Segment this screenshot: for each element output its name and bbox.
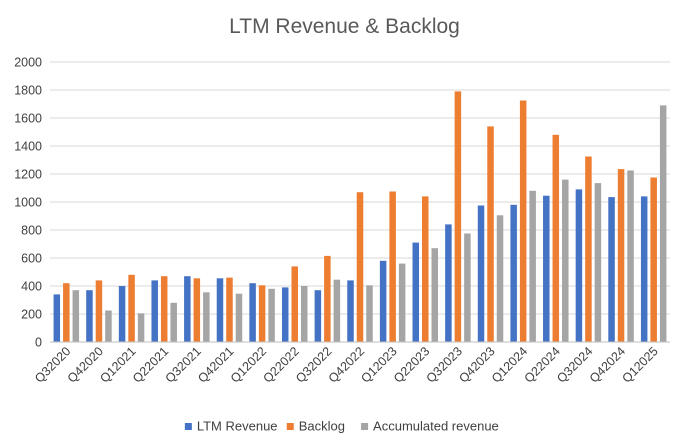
chart-title: LTM Revenue & Backlog [229, 15, 460, 38]
bar-backlog [226, 277, 233, 342]
bar-ltm-revenue [412, 242, 420, 342]
bar-accumulated-revenue [464, 233, 471, 342]
bar-ltm-revenue [379, 260, 387, 342]
bar-backlog [650, 177, 657, 342]
bar-ltm-revenue [445, 224, 452, 342]
x-axis-ticks: Q32020Q42020Q12021Q22021Q32021Q42021Q120… [32, 344, 661, 385]
bar-ltm-revenue [216, 278, 224, 342]
bar-backlog [193, 278, 201, 342]
y-tick-label: 400 [21, 280, 42, 294]
bar-backlog [487, 126, 494, 343]
bar-backlog [552, 134, 560, 342]
y-tick-label: 200 [21, 308, 42, 322]
legend-label: Backlog [299, 419, 345, 434]
y-tick-label: 1000 [14, 196, 42, 210]
bar-ltm-revenue [543, 195, 550, 342]
bar-backlog [324, 255, 331, 342]
y-tick-label: 800 [21, 224, 42, 238]
bar-accumulated-revenue [203, 292, 210, 342]
bar-accumulated-revenue [170, 302, 177, 342]
bar-accumulated-revenue [72, 290, 80, 342]
bar-ltm-revenue [640, 196, 648, 342]
y-tick-label: 1400 [14, 140, 42, 154]
bar-ltm-revenue [151, 280, 158, 342]
bar-backlog [291, 266, 298, 342]
bar-backlog [258, 285, 266, 342]
bar-accumulated-revenue [562, 179, 569, 342]
bar-backlog [95, 280, 103, 342]
bar-backlog [160, 276, 168, 342]
legend-label: LTM Revenue [197, 419, 278, 434]
legend-label: Accumulated revenue [373, 419, 499, 434]
x-tick-label: Q12025 [619, 344, 660, 385]
bar-ltm-revenue [118, 286, 126, 342]
bars [53, 91, 667, 343]
bar-backlog [585, 156, 592, 342]
legend-swatch [361, 423, 369, 430]
bar-backlog [128, 274, 135, 342]
bar-accumulated-revenue [333, 279, 341, 342]
bar-accumulated-revenue [496, 215, 504, 342]
bar-ltm-revenue [314, 290, 322, 342]
bar-ltm-revenue [477, 205, 485, 342]
bar-backlog [63, 283, 70, 342]
bar-accumulated-revenue [594, 183, 602, 342]
legend-swatch [184, 423, 192, 430]
bar-accumulated-revenue [529, 190, 536, 342]
bar-ltm-revenue [281, 287, 289, 342]
bar-accumulated-revenue [398, 263, 406, 342]
y-tick-label: 600 [21, 252, 42, 266]
y-axis-ticks: 0 200 400 600 800 1000 1200 1400 1600 1800 2000 [14, 56, 42, 350]
bar-accumulated-revenue [659, 105, 667, 343]
bar-accumulated-revenue [627, 170, 634, 342]
bar-accumulated-revenue [366, 285, 373, 342]
bar-backlog [356, 192, 364, 342]
bar-ltm-revenue [86, 290, 93, 342]
bar-ltm-revenue [347, 280, 354, 342]
legend: LTM Revenue Backlog Accumulated revenue [184, 419, 499, 434]
y-tick-label: 0 [35, 336, 42, 350]
y-tick-label: 1600 [14, 112, 42, 126]
bar-ltm-revenue [249, 283, 256, 342]
y-tick-label: 2000 [14, 56, 42, 70]
legend-swatch [286, 423, 294, 430]
bar-accumulated-revenue [300, 286, 308, 342]
bar-ltm-revenue [184, 276, 191, 342]
bar-accumulated-revenue [235, 293, 243, 342]
bar-backlog [389, 191, 396, 342]
bar-accumulated-revenue [105, 310, 112, 342]
bar-backlog [422, 196, 429, 342]
bar-backlog [454, 91, 462, 343]
bar-accumulated-revenue [137, 313, 145, 342]
y-tick-label: 1200 [14, 168, 42, 182]
bar-ltm-revenue [608, 197, 615, 342]
bar-ltm-revenue [53, 294, 61, 342]
y-tick-label: 1800 [14, 84, 42, 98]
bar-backlog [519, 100, 527, 342]
bar-accumulated-revenue [431, 248, 439, 342]
bar-ltm-revenue [575, 189, 583, 342]
bar-ltm-revenue [510, 204, 517, 342]
bar-accumulated-revenue [268, 288, 275, 342]
bar-backlog [617, 169, 625, 342]
